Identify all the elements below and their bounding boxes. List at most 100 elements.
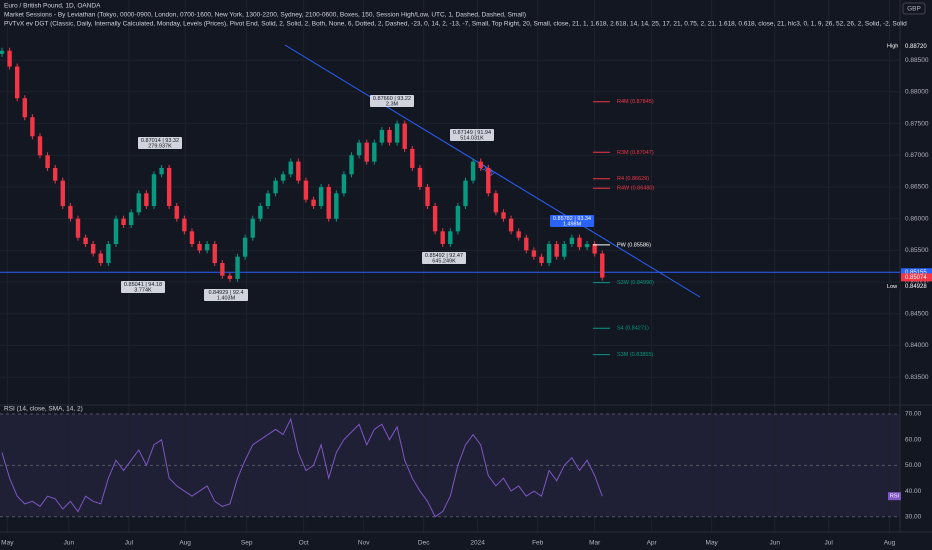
candle	[273, 180, 278, 194]
price-label-box	[901, 42, 932, 51]
x-tick-label: Feb	[532, 540, 544, 547]
callout-box	[121, 281, 165, 293]
candle	[402, 123, 407, 149]
candle	[7, 50, 12, 67]
candle	[136, 193, 141, 213]
pivot-label: PW (0.85586)	[617, 242, 651, 248]
candle	[144, 193, 149, 206]
y-tick-label: 0.87000	[905, 152, 929, 159]
candle	[128, 212, 134, 225]
y-tick-label: 0.86000	[905, 215, 929, 222]
y-tick-label: 0.84000	[905, 342, 929, 349]
callout-box	[204, 289, 248, 301]
price-label: 0.88720	[905, 44, 927, 50]
y-tick-label: 0.84500	[905, 310, 929, 317]
price-label-name-box	[884, 42, 900, 51]
candle	[539, 256, 544, 264]
y-tick-label: 0.85500	[905, 247, 929, 254]
candle	[524, 237, 529, 251]
callout-line: 0.87149 | 91.94	[453, 130, 491, 136]
candle	[75, 218, 81, 238]
price-label: 0.85074	[905, 275, 927, 281]
candle	[554, 244, 559, 257]
candle	[387, 129, 392, 143]
callout-box	[138, 137, 182, 149]
rsi-title: RSI (14, close, SMA, 14, 2)	[4, 406, 83, 413]
y-tick-label: 0.83500	[905, 374, 929, 381]
pivot-label: S4 (0.84271)	[617, 326, 649, 332]
y-tick-label: 0.88500	[905, 57, 929, 64]
candle	[546, 244, 552, 264]
x-tick-label: 2024	[470, 540, 485, 547]
callout-line: 279.937K	[148, 143, 172, 149]
price-label: 0.85155	[905, 270, 927, 276]
candle	[189, 231, 195, 245]
candle	[410, 148, 415, 168]
candle	[182, 218, 187, 232]
candle	[478, 161, 483, 168]
indicator-1: Market Sessions - By Leviathan (Tokyo, 0…	[4, 12, 526, 19]
x-tick-label: Jul	[825, 540, 834, 547]
candle	[425, 186, 430, 206]
callout-line: 514.031K	[460, 135, 484, 141]
price-label-name: Low	[887, 284, 897, 290]
price-label-box	[901, 273, 932, 282]
callout-line: 2.3M	[386, 101, 399, 107]
candle	[159, 167, 164, 175]
candle	[227, 275, 233, 279]
x-tick-label: Dec	[418, 540, 430, 547]
candle	[220, 263, 225, 276]
pivot-label: R4W (0.86480)	[617, 186, 654, 192]
indicator-2: PVTvX ev DGT (Classic, Daily, Internally…	[4, 21, 907, 28]
candle	[68, 205, 73, 219]
x-tick-label: Aug	[179, 540, 191, 547]
rsi-tick-label: 50.00	[905, 462, 922, 469]
candle	[326, 186, 331, 219]
callout-line: 1.498M	[563, 221, 582, 227]
candle	[448, 231, 453, 245]
rsi-tick-label: 70.00	[905, 411, 922, 418]
pivot-label: S3M (0.83855)	[617, 352, 654, 358]
candle	[394, 123, 400, 143]
y-tick-label: 0.86500	[905, 184, 929, 191]
currency[interactable]: GBP	[907, 6, 921, 13]
candle	[562, 244, 567, 257]
candle	[600, 253, 605, 278]
candle	[14, 66, 20, 99]
price-label-box	[901, 282, 932, 291]
callout-line: 0.85782 | 93.34	[553, 216, 591, 222]
x-tick-label: Oct	[299, 540, 309, 547]
candle	[0, 50, 5, 54]
candle	[303, 180, 309, 200]
pivot-label: R4M (0.87845)	[617, 99, 654, 105]
candle	[584, 244, 590, 248]
candle	[379, 129, 385, 143]
candle	[83, 237, 88, 245]
x-tick-label: Jun	[770, 540, 781, 547]
candle	[577, 237, 582, 248]
candle	[90, 244, 96, 254]
candle	[235, 256, 240, 279]
candle	[417, 167, 423, 187]
candle	[592, 244, 597, 254]
candle	[60, 180, 65, 206]
candle	[52, 167, 58, 181]
candle	[508, 218, 514, 232]
candle	[37, 136, 43, 156]
y-tick-label: 0.85000	[905, 279, 929, 286]
candle	[30, 117, 35, 137]
callout-line: 1.403M	[217, 295, 236, 301]
callout-box	[550, 215, 594, 227]
rsi-tick-label: 60.00	[905, 436, 922, 443]
currency-box[interactable]	[902, 2, 926, 15]
callout-line: 0.84929 | 92.4	[208, 290, 243, 296]
candle	[486, 167, 491, 194]
candle	[356, 142, 362, 156]
candle	[531, 250, 537, 257]
candle	[280, 174, 286, 181]
candle	[22, 98, 27, 118]
callout-line: 0.87660 | 93.22	[373, 96, 411, 102]
candle	[166, 167, 172, 206]
pivot-label: S3W (0.84990)	[617, 280, 654, 286]
rsi-tick-label: 30.00	[905, 513, 922, 520]
